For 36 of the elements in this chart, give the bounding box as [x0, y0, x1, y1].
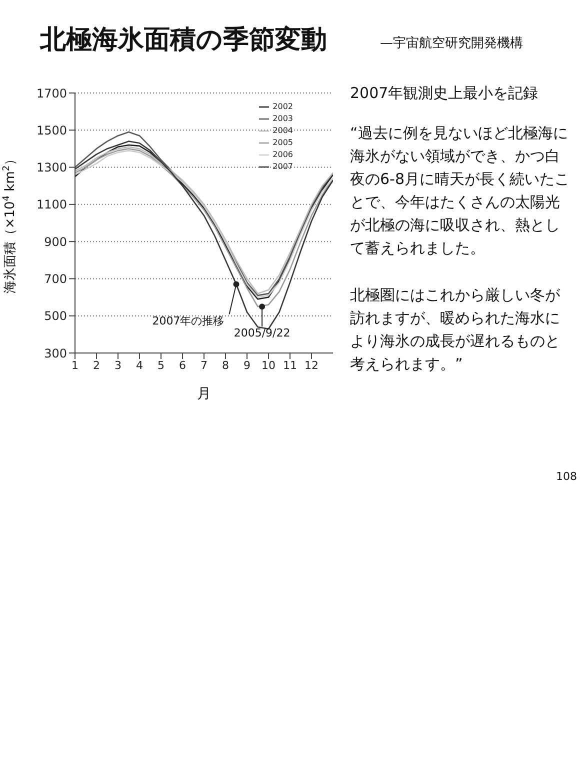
x-tick-label: 2: [93, 358, 100, 372]
legend-label: 2003: [272, 114, 293, 123]
y-tick-label: 900: [44, 234, 67, 249]
x-tick-label: 9: [244, 358, 250, 372]
text: —宇宙航空研究開発機構: [380, 35, 523, 52]
text: 2007年観測史上最小を記録: [350, 84, 540, 103]
y-tick-label: 500: [44, 309, 67, 324]
x-tick-label: 4: [136, 358, 143, 372]
text: “過去に例を見ないほど北極海に海氷がない領域ができ、かつ白夜の6-8月に晴天が長く続いたことで、今年はたくさんの太陽光が北極の海に吸収され、熱として蓄えられました。: [350, 123, 570, 259]
y-tick-label: 1700: [36, 86, 67, 100]
x-tick-label: 11: [283, 358, 297, 372]
y-tick-label: 1500: [36, 123, 67, 138]
legend-label: 2006: [272, 150, 293, 159]
x-tick-label: 6: [179, 358, 186, 372]
chart-title: 北極海氷面積の季節変動: [40, 24, 327, 57]
text: 北極圏にはこれから厳しい冬が訪れますが、暖められた海水により海氷の成長が遅れるものと考えられます。”: [350, 285, 561, 375]
x-tick-label: 8: [222, 358, 229, 372]
annotation: 2005/9/22: [234, 326, 290, 340]
y-tick-label: 300: [44, 346, 67, 360]
legend-label: 2004: [272, 126, 293, 135]
x-tick-label: 7: [200, 358, 208, 372]
y-tick-label: 700: [44, 272, 67, 286]
annotation: 2007年の推移: [152, 314, 224, 328]
legend-label: 2007: [272, 162, 293, 171]
legend-label: 2005: [272, 138, 293, 147]
x-tick-label: 1: [72, 358, 78, 372]
x-tick-label: 5: [158, 358, 164, 372]
x-tick-label: 12: [304, 358, 318, 372]
y-tick-label: 1100: [36, 198, 67, 212]
x-axis-title: 月: [197, 386, 211, 402]
x-tick-label: 10: [262, 358, 276, 372]
text: 108: [556, 470, 578, 483]
line-series: [75, 140, 333, 330]
x-tick-label: 3: [114, 358, 122, 372]
legend-label: 2002: [272, 102, 293, 111]
y-tick-label: 1300: [36, 160, 67, 175]
